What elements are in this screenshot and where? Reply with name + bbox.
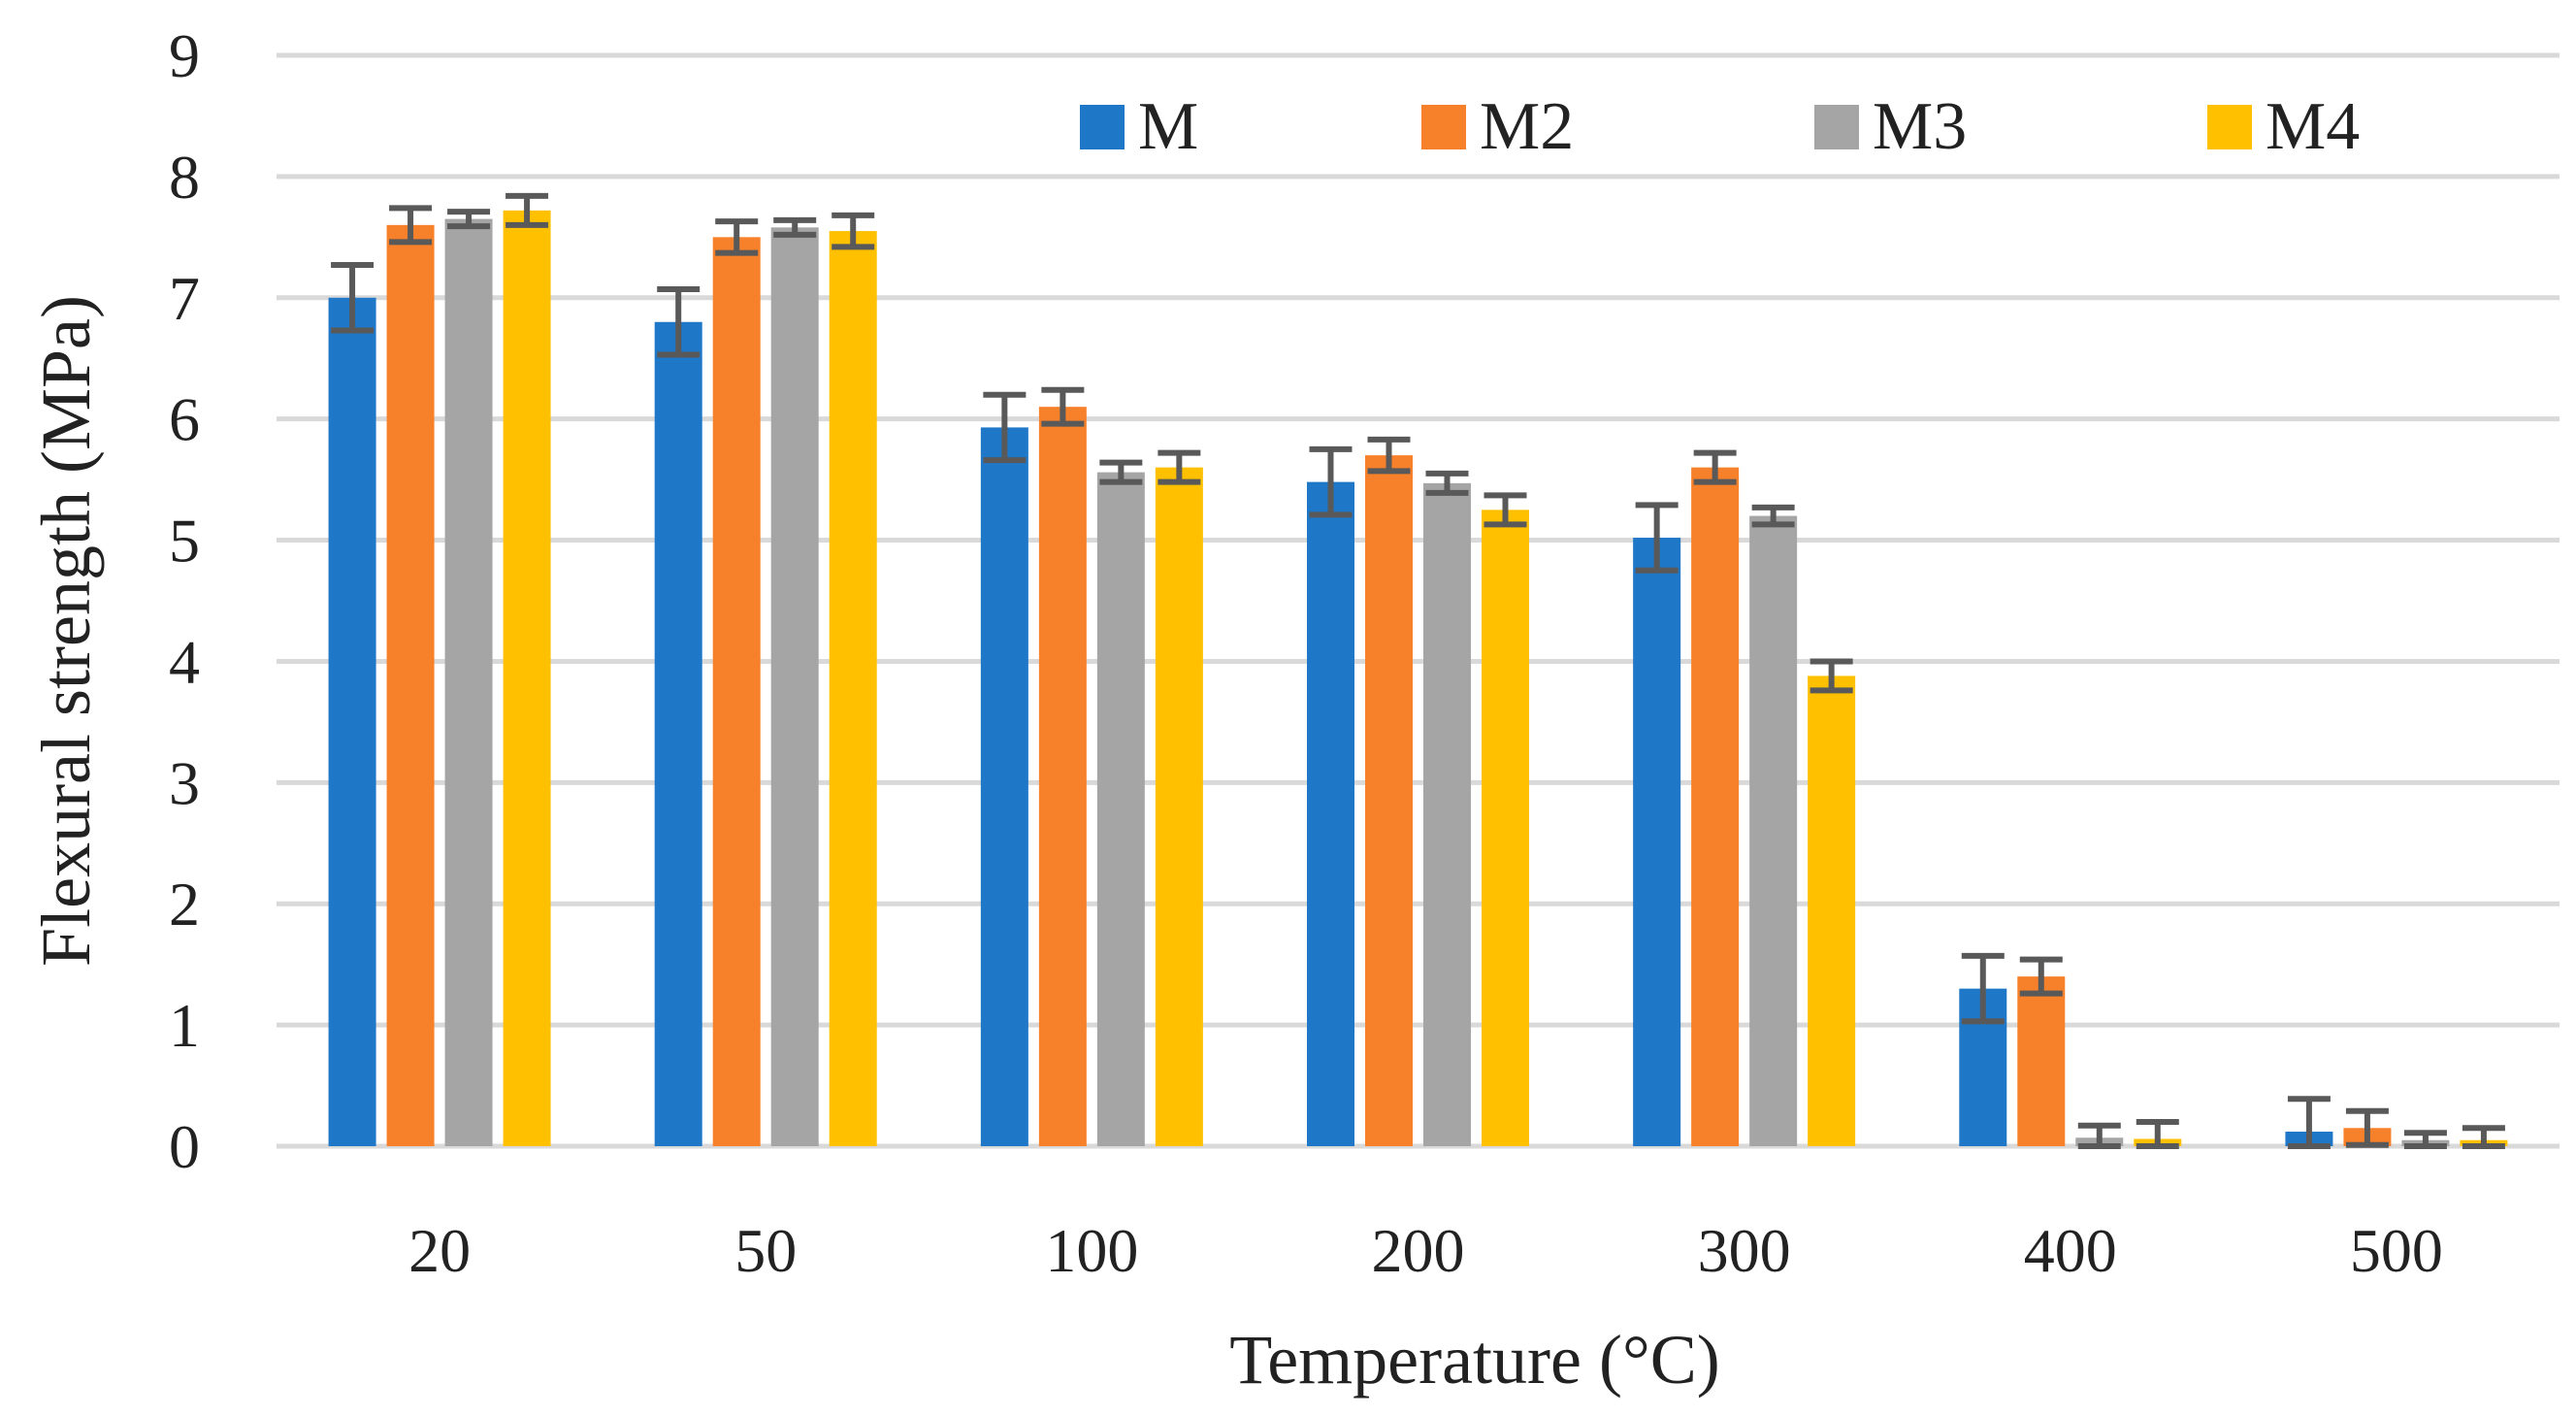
bar-m3-100 bbox=[1096, 472, 1145, 1146]
legend-label: M2 bbox=[1480, 89, 1574, 164]
error-bar-m4-500 bbox=[2462, 1125, 2505, 1149]
y-tick-label: 8 bbox=[169, 143, 200, 212]
bar-m2-200 bbox=[1365, 455, 1413, 1147]
bar-m2-20 bbox=[386, 224, 435, 1146]
error-bar-m4-200 bbox=[1484, 492, 1527, 528]
error-bar-m-500 bbox=[2287, 1096, 2331, 1149]
bar-m4-100 bbox=[1155, 467, 1203, 1147]
y-tick-label: 5 bbox=[169, 507, 200, 576]
error-bar-m4-50 bbox=[831, 212, 875, 250]
bar-m3-50 bbox=[770, 227, 819, 1146]
bar-m2-400 bbox=[2017, 976, 2066, 1146]
error-bar-m3-100 bbox=[1099, 459, 1143, 485]
bar-m3-20 bbox=[444, 218, 493, 1147]
bar-m4-20 bbox=[503, 210, 551, 1146]
error-bar-m-200 bbox=[1309, 445, 1353, 518]
legend-swatch bbox=[1080, 105, 1125, 149]
error-bar-m3-400 bbox=[2077, 1122, 2121, 1149]
y-tick-labels: 0 1 2 3 4 5 6 7 8 9 bbox=[169, 21, 200, 1181]
bar-m-200 bbox=[1307, 481, 1354, 1146]
legend-swatch bbox=[2207, 105, 2252, 149]
y-tick-label: 0 bbox=[169, 1112, 200, 1181]
legend-label: M bbox=[1138, 89, 1198, 164]
error-bar-m-100 bbox=[983, 391, 1027, 464]
bar-m-300 bbox=[1633, 538, 1681, 1146]
bar-m-50 bbox=[654, 321, 702, 1146]
error-bar-m-300 bbox=[1635, 502, 1679, 574]
bar-m-20 bbox=[328, 297, 376, 1146]
error-bar-m3-200 bbox=[1425, 470, 1469, 496]
error-bar-m4-400 bbox=[2136, 1119, 2179, 1149]
error-bar-m-50 bbox=[657, 286, 701, 358]
error-bar-m-400 bbox=[1961, 952, 2005, 1025]
error-bar-m2-50 bbox=[715, 218, 759, 256]
bars bbox=[328, 210, 2508, 1147]
error-bar-m4-20 bbox=[505, 192, 549, 228]
y-tick-label: 2 bbox=[169, 870, 200, 939]
bar-m4-300 bbox=[1808, 675, 1856, 1146]
x-tick-label: 500 bbox=[2350, 1216, 2443, 1285]
error-bar-m4-300 bbox=[1810, 658, 1853, 694]
error-bar-m3-50 bbox=[773, 216, 817, 238]
bar-m3-200 bbox=[1423, 482, 1471, 1146]
bar-m4-200 bbox=[1482, 510, 1529, 1146]
legend-swatch bbox=[1814, 105, 1859, 149]
bar-m-100 bbox=[980, 427, 1028, 1146]
legend-swatch bbox=[1421, 105, 1466, 149]
error-bar-m2-300 bbox=[1693, 449, 1737, 485]
error-bar-m4-100 bbox=[1158, 449, 1201, 485]
error-bar-m3-20 bbox=[447, 209, 491, 230]
error-bar-m2-200 bbox=[1367, 436, 1411, 475]
legend: M M2 M3 M4 bbox=[1080, 89, 2360, 164]
legend-label: M3 bbox=[1873, 89, 1967, 164]
error-bar-m-20 bbox=[331, 262, 375, 334]
y-axis-title: Flexural strength (MPa) bbox=[27, 295, 105, 967]
gridlines bbox=[277, 52, 2560, 1149]
y-tick-label: 1 bbox=[169, 991, 200, 1060]
legend-item-m2: M2 bbox=[1421, 89, 1574, 164]
error-bar-m3-300 bbox=[1751, 504, 1795, 528]
x-tick-label: 400 bbox=[2024, 1216, 2117, 1285]
bar-m2-300 bbox=[1691, 467, 1740, 1147]
y-tick-label: 7 bbox=[169, 264, 200, 333]
legend-item-m3: M3 bbox=[1814, 89, 1967, 164]
bar-m4-50 bbox=[829, 231, 877, 1147]
y-tick-label: 6 bbox=[169, 385, 200, 454]
bar-m3-300 bbox=[1749, 515, 1798, 1146]
x-tick-labels: 20 50 100 200 300 400 500 bbox=[408, 1216, 2443, 1285]
x-axis-title: Temperature (°C) bbox=[1229, 1321, 1720, 1399]
error-bar-m2-400 bbox=[2019, 956, 2063, 997]
x-tick-label: 300 bbox=[1698, 1216, 1791, 1285]
y-tick-label: 9 bbox=[169, 21, 200, 90]
x-tick-label: 20 bbox=[408, 1216, 471, 1285]
x-tick-label: 200 bbox=[1372, 1216, 1465, 1285]
legend-item-m4: M4 bbox=[2207, 89, 2360, 164]
error-bar-m2-500 bbox=[2345, 1107, 2389, 1148]
legend-item-m: M bbox=[1080, 89, 1198, 164]
y-tick-label: 4 bbox=[169, 627, 200, 696]
y-tick-label: 3 bbox=[169, 748, 200, 817]
bar-m2-50 bbox=[712, 237, 761, 1147]
legend-label: M4 bbox=[2266, 89, 2360, 164]
error-bars bbox=[331, 192, 2505, 1149]
bar-m2-100 bbox=[1038, 407, 1087, 1147]
x-tick-label: 50 bbox=[734, 1216, 797, 1285]
error-bar-m2-20 bbox=[389, 205, 433, 246]
x-tick-label: 100 bbox=[1045, 1216, 1138, 1285]
error-bar-m3-500 bbox=[2403, 1130, 2447, 1149]
error-bar-m2-100 bbox=[1041, 386, 1085, 427]
